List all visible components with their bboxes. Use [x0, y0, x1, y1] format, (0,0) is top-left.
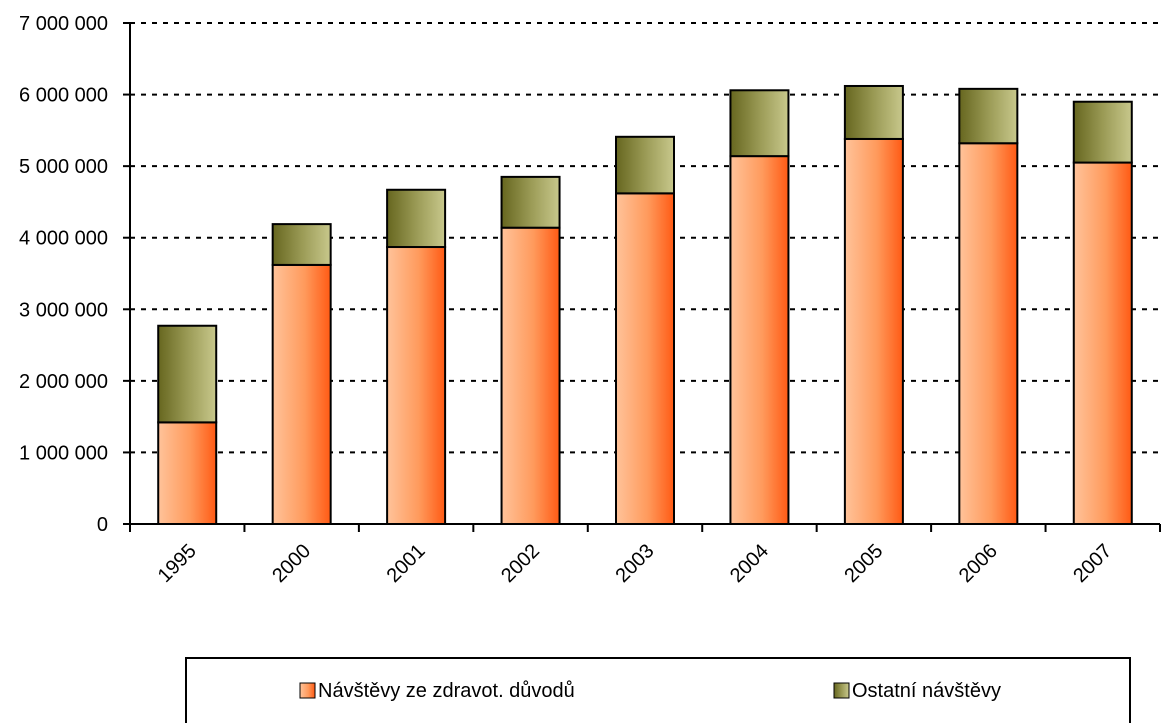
bar-segment-other: [157, 324, 218, 424]
y-tick-label: 6 000 000: [19, 85, 108, 107]
bar-segment-health: [157, 421, 218, 525]
x-tick-label: 2007: [1069, 540, 1116, 587]
x-tick-label: 2005: [840, 540, 887, 587]
bar-segment-health: [615, 192, 675, 525]
bar-segment-health: [1072, 161, 1133, 525]
y-tick-label: 5 000 000: [19, 156, 108, 178]
x-tick-label: 1995: [154, 540, 201, 587]
legend-swatch-health: [299, 682, 316, 699]
bar-segment-health: [843, 137, 904, 525]
bar-segment-health: [729, 155, 790, 525]
bars: [157, 84, 1133, 526]
x-tick-label: 2000: [268, 540, 315, 587]
legend-label-other: Ostatní návštěvy: [852, 680, 1001, 702]
y-tick-label: 4 000 000: [19, 228, 108, 250]
bar-segment-health: [271, 263, 332, 525]
x-tick-label: 2001: [383, 540, 430, 587]
x-tick-label: 2004: [726, 540, 773, 587]
bar-segment-other: [729, 89, 790, 158]
bar-segment-health: [958, 142, 1019, 526]
bar-segment-other: [1072, 100, 1133, 164]
bar-segment-other: [843, 84, 904, 140]
y-tick-label: 7 000 000: [19, 13, 108, 35]
legend: Návštěvy ze zdravot. důvodů Ostatní návš…: [185, 657, 1131, 723]
y-tick-label: 3 000 000: [19, 299, 108, 321]
bar-segment-health: [386, 246, 447, 525]
legend-box: [185, 657, 1131, 723]
x-tick-label: 2002: [497, 540, 544, 587]
bar-segment-health: [500, 226, 561, 526]
x-tick-label: 2006: [955, 540, 1002, 587]
legend-label-health: Návštěvy ze zdravot. důvodů: [318, 680, 575, 702]
x-tick-label: 2003: [612, 540, 659, 587]
bar-segment-other: [958, 87, 1019, 145]
y-tick-label: 0: [97, 514, 108, 536]
y-tick-label: 2 000 000: [19, 371, 108, 393]
bar-segment-other: [386, 188, 447, 249]
bar-segment-other: [500, 175, 561, 229]
y-tick-label: 1 000 000: [19, 442, 108, 464]
bar-segment-other: [615, 135, 675, 195]
bar-segment-other: [271, 223, 332, 266]
legend-swatch-other: [833, 682, 850, 699]
